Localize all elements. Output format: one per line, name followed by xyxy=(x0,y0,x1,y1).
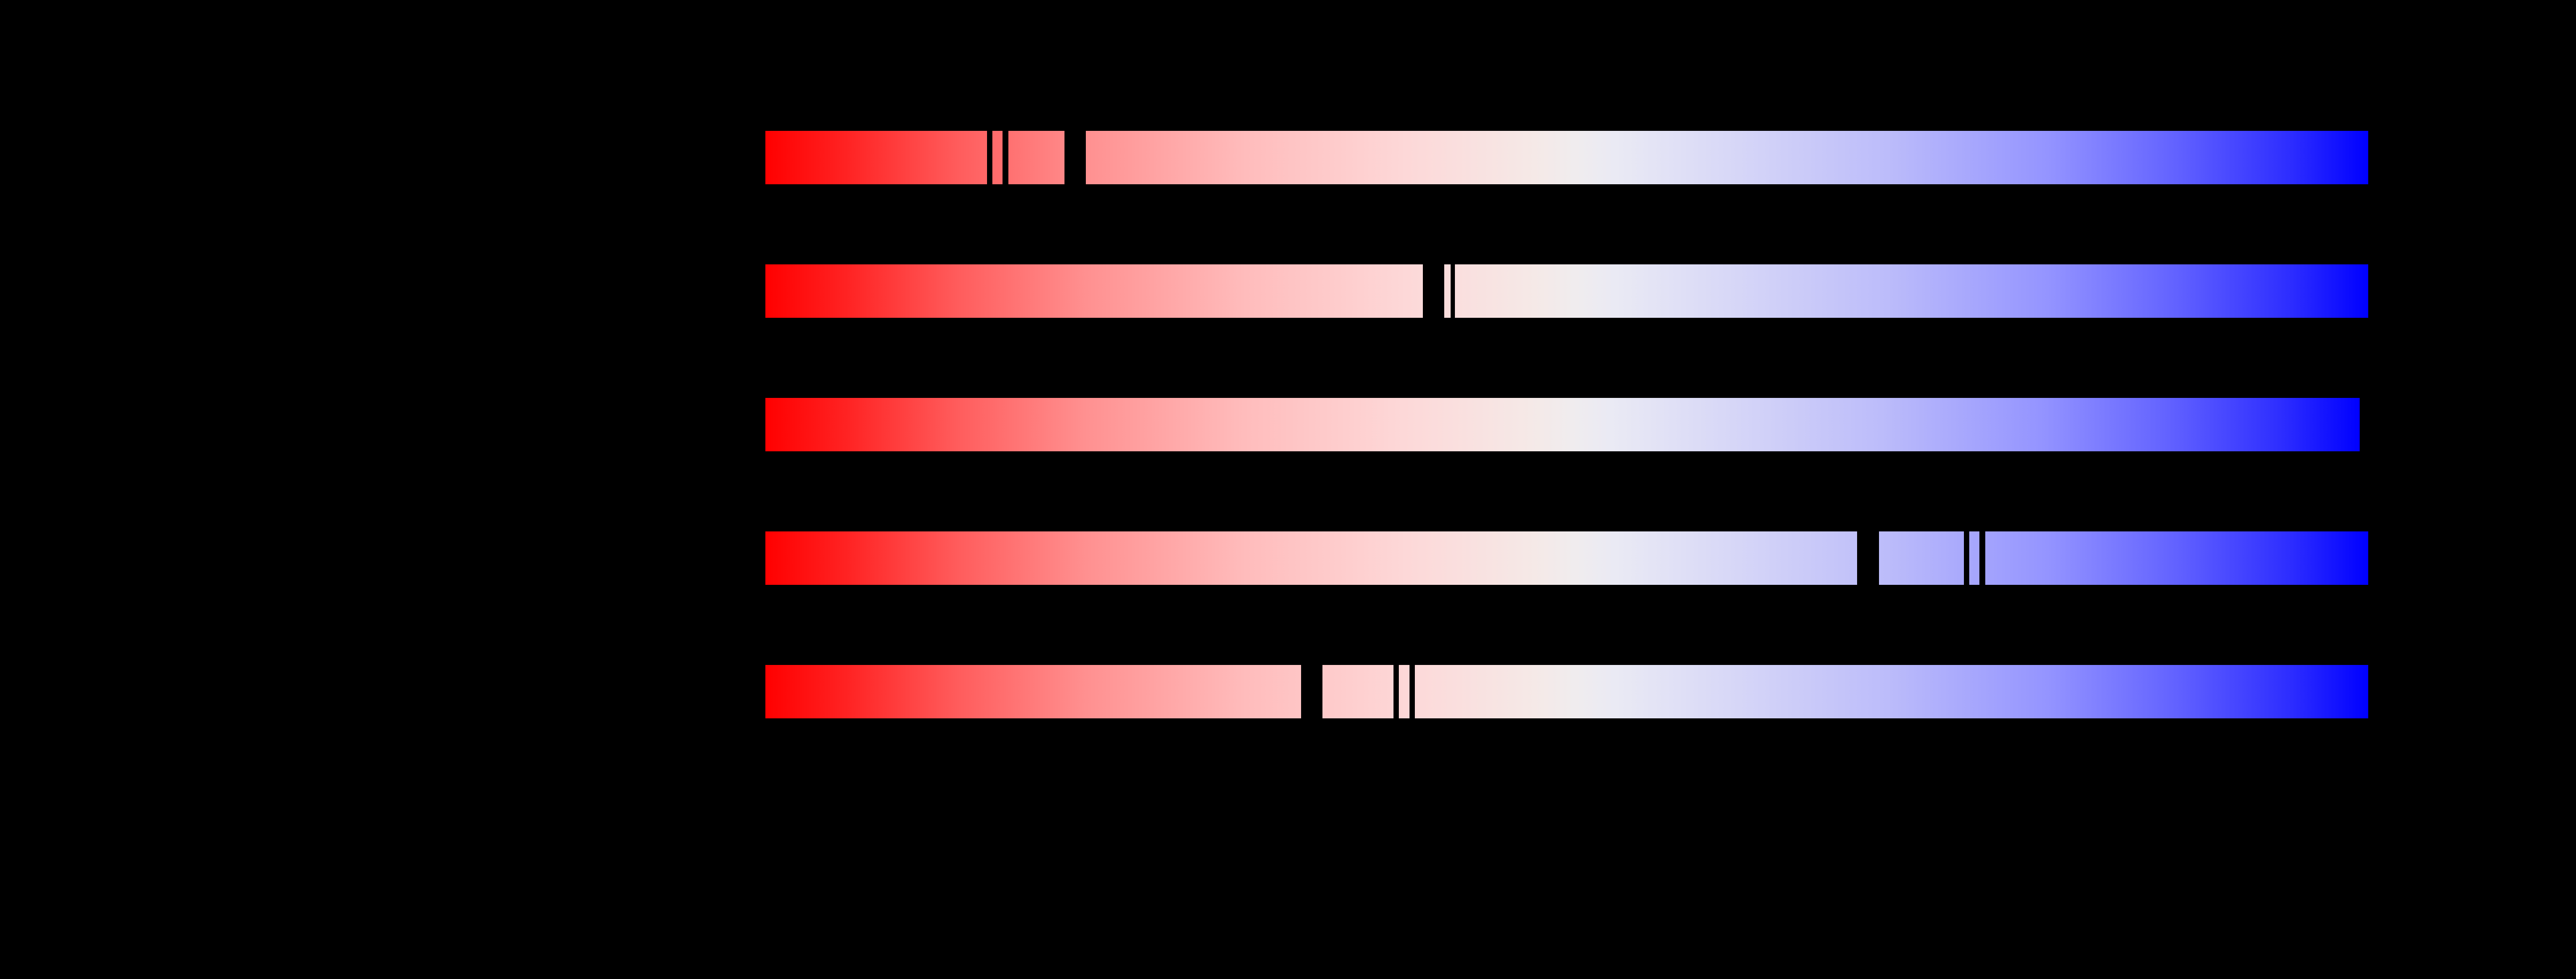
thin-tick-mark xyxy=(1393,665,1399,718)
gradient-strip-row-5 xyxy=(765,665,2368,718)
thin-tick-mark xyxy=(1003,131,1008,184)
gradient-strip-row-4 xyxy=(765,531,2368,585)
gradient-strip-row-2 xyxy=(765,264,2368,318)
wide-tick-mark xyxy=(1064,131,1086,184)
wide-tick-mark xyxy=(1423,264,1444,318)
gradient-strip-row-1 xyxy=(765,131,2368,184)
thin-tick-mark xyxy=(987,131,992,184)
wide-tick-mark xyxy=(1301,665,1322,718)
wide-tick-mark xyxy=(1857,531,1879,585)
thin-tick-mark xyxy=(1451,264,1455,318)
thin-tick-mark xyxy=(1964,531,1969,585)
thin-tick-mark xyxy=(1979,531,1985,585)
thin-tick-mark xyxy=(1410,665,1415,718)
gradient-strip-row-3 xyxy=(765,398,2360,451)
